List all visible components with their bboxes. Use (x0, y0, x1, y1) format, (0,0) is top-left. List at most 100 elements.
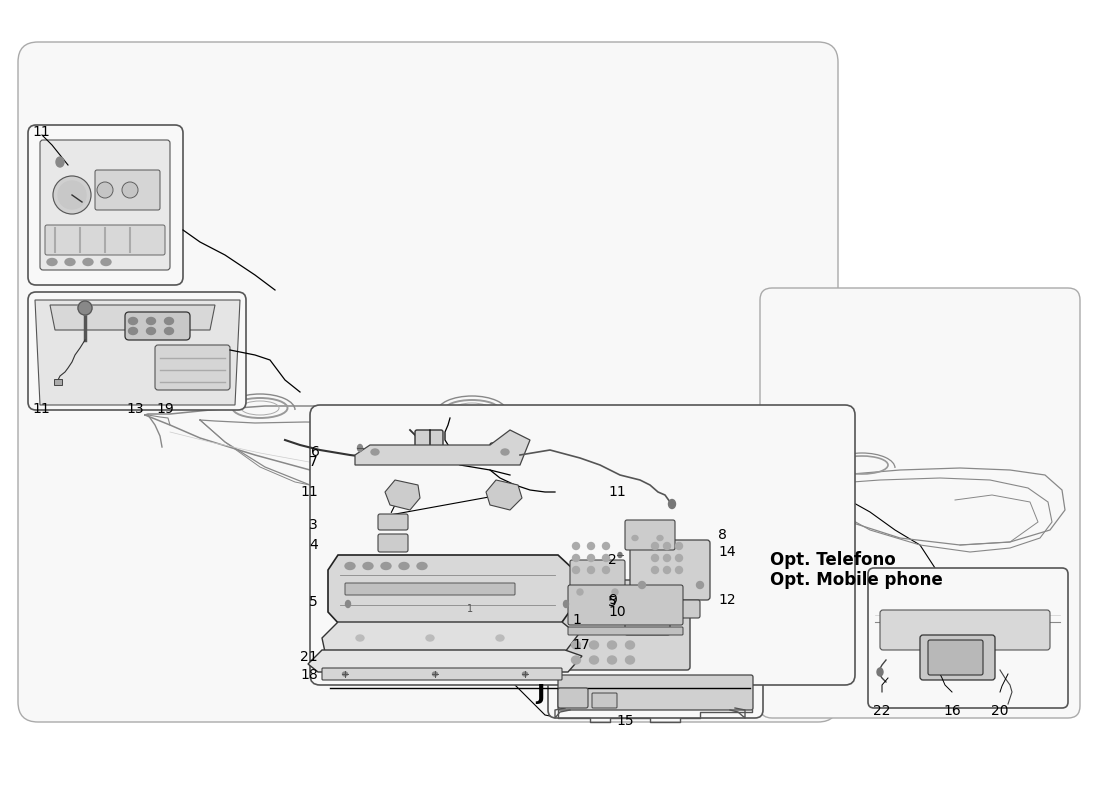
Ellipse shape (342, 672, 348, 676)
Ellipse shape (122, 182, 138, 198)
Ellipse shape (675, 554, 682, 562)
Ellipse shape (129, 318, 138, 325)
FancyBboxPatch shape (880, 610, 1050, 650)
Ellipse shape (572, 566, 580, 574)
Ellipse shape (603, 566, 609, 574)
Ellipse shape (696, 582, 704, 589)
Text: 22: 22 (873, 704, 891, 718)
FancyBboxPatch shape (625, 520, 675, 550)
Ellipse shape (381, 562, 390, 570)
Text: 3: 3 (309, 518, 318, 532)
Text: 15: 15 (616, 714, 634, 728)
Ellipse shape (363, 562, 373, 570)
Text: J: J (536, 684, 544, 704)
Ellipse shape (146, 327, 155, 334)
Bar (54, 379, 62, 385)
Ellipse shape (603, 542, 609, 550)
Ellipse shape (165, 327, 174, 334)
Polygon shape (486, 480, 522, 510)
FancyBboxPatch shape (378, 514, 408, 530)
Ellipse shape (65, 258, 75, 266)
Text: 11: 11 (608, 485, 626, 499)
FancyBboxPatch shape (95, 170, 160, 210)
Ellipse shape (877, 668, 883, 676)
Ellipse shape (572, 542, 580, 550)
Text: 5: 5 (608, 595, 617, 609)
Text: Opt. Telefono: Opt. Telefono (770, 551, 895, 569)
Ellipse shape (417, 562, 427, 570)
Text: 2: 2 (608, 553, 617, 567)
Text: 17: 17 (572, 638, 590, 652)
Ellipse shape (587, 554, 594, 562)
FancyBboxPatch shape (125, 312, 190, 340)
Ellipse shape (47, 258, 57, 266)
Ellipse shape (129, 327, 138, 334)
Ellipse shape (58, 181, 86, 209)
Ellipse shape (651, 554, 659, 562)
FancyBboxPatch shape (568, 585, 683, 625)
FancyBboxPatch shape (40, 140, 170, 270)
Ellipse shape (651, 542, 659, 550)
Ellipse shape (590, 656, 598, 664)
Text: 8: 8 (718, 528, 727, 542)
Polygon shape (385, 480, 420, 510)
Ellipse shape (626, 656, 635, 664)
Ellipse shape (651, 566, 659, 574)
Ellipse shape (358, 445, 363, 451)
Ellipse shape (607, 641, 616, 649)
Ellipse shape (675, 542, 682, 550)
FancyBboxPatch shape (630, 540, 710, 600)
FancyBboxPatch shape (558, 688, 589, 708)
Ellipse shape (626, 641, 635, 649)
Ellipse shape (56, 157, 64, 167)
Text: 4: 4 (309, 538, 318, 552)
Text: eurospares: eurospares (106, 393, 334, 427)
Polygon shape (50, 305, 215, 330)
FancyBboxPatch shape (345, 583, 515, 595)
FancyBboxPatch shape (920, 635, 996, 680)
Ellipse shape (356, 635, 364, 641)
Ellipse shape (590, 641, 598, 649)
FancyBboxPatch shape (635, 600, 700, 618)
Text: 20: 20 (991, 704, 1009, 718)
Ellipse shape (675, 566, 682, 574)
Ellipse shape (638, 582, 646, 589)
Text: 7: 7 (309, 455, 318, 469)
Ellipse shape (371, 449, 380, 455)
Ellipse shape (432, 672, 438, 676)
Text: eurospares: eurospares (365, 413, 594, 447)
Text: 10: 10 (608, 605, 626, 619)
FancyBboxPatch shape (415, 430, 443, 448)
Ellipse shape (618, 553, 621, 558)
Polygon shape (308, 650, 582, 672)
Ellipse shape (663, 542, 671, 550)
Text: 12: 12 (718, 593, 736, 607)
FancyBboxPatch shape (570, 560, 625, 602)
FancyBboxPatch shape (868, 568, 1068, 708)
Ellipse shape (572, 554, 580, 562)
Ellipse shape (345, 562, 355, 570)
Ellipse shape (101, 258, 111, 266)
Ellipse shape (522, 672, 528, 676)
Ellipse shape (496, 635, 504, 641)
Ellipse shape (607, 656, 616, 664)
Polygon shape (328, 555, 572, 625)
Ellipse shape (587, 542, 594, 550)
Ellipse shape (612, 589, 618, 595)
Text: Opt. Mobile phone: Opt. Mobile phone (770, 571, 943, 589)
Ellipse shape (53, 176, 91, 214)
Text: 14: 14 (718, 545, 736, 559)
Ellipse shape (563, 601, 569, 607)
Text: 9: 9 (608, 593, 617, 607)
Text: 1: 1 (466, 604, 473, 614)
Ellipse shape (572, 656, 581, 664)
Ellipse shape (345, 601, 351, 607)
Ellipse shape (657, 535, 663, 541)
FancyBboxPatch shape (310, 405, 855, 685)
Ellipse shape (426, 635, 434, 641)
FancyBboxPatch shape (560, 580, 690, 670)
FancyBboxPatch shape (378, 534, 408, 552)
FancyBboxPatch shape (760, 288, 1080, 718)
Ellipse shape (632, 535, 638, 541)
FancyBboxPatch shape (625, 615, 670, 635)
